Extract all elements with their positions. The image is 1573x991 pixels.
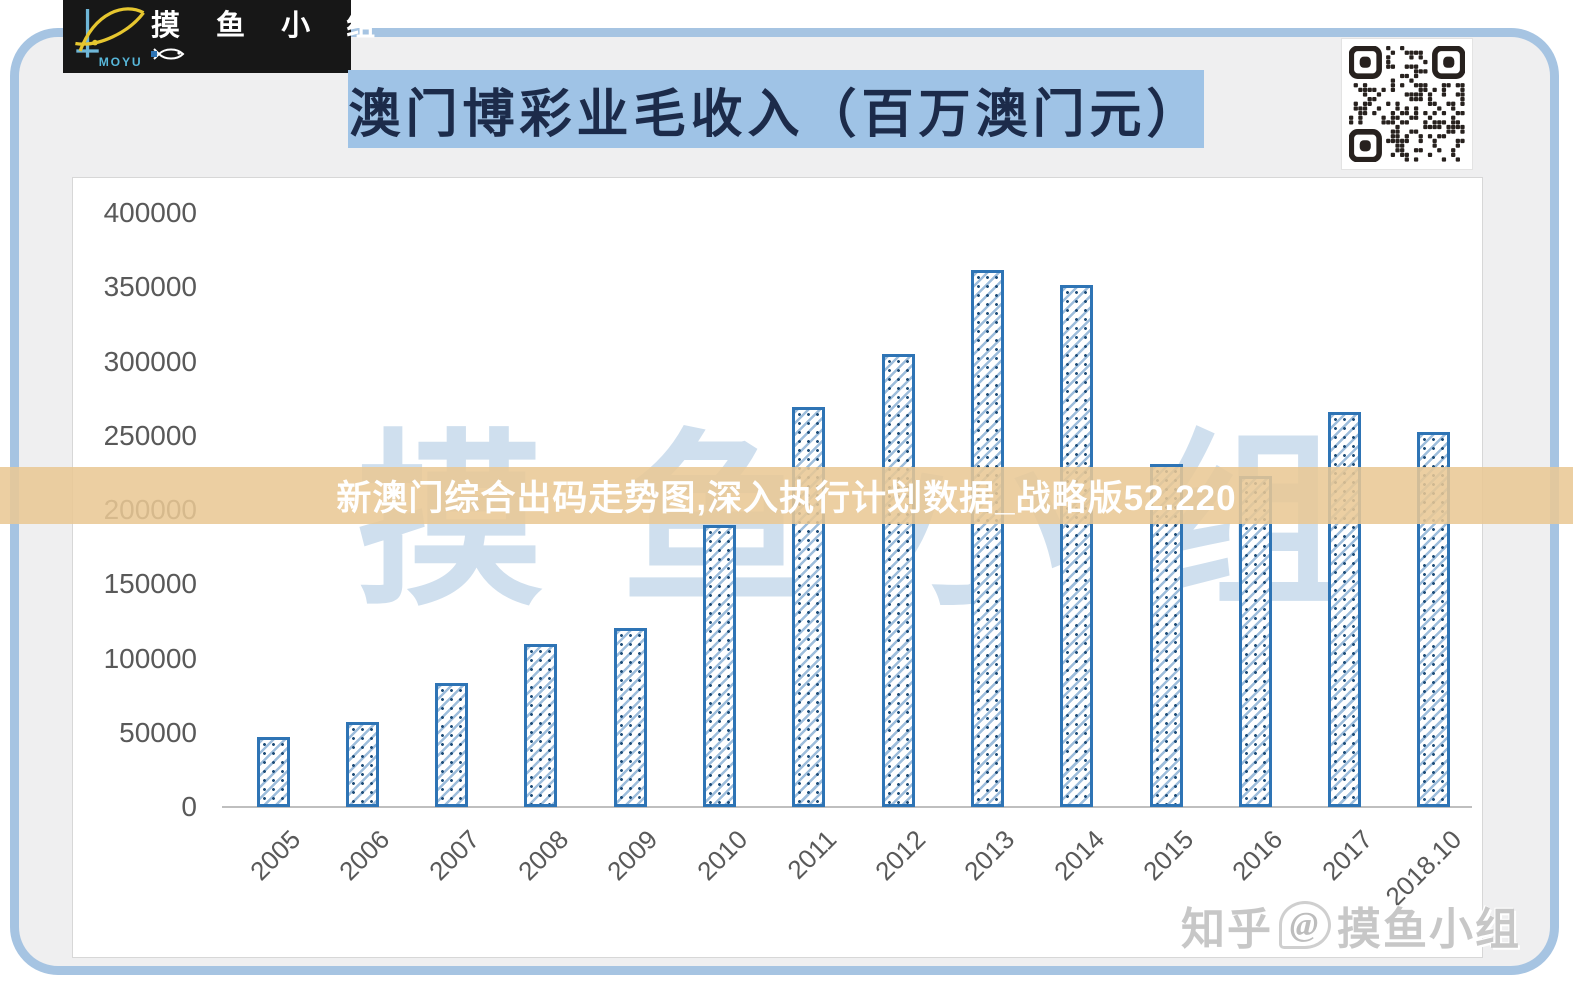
overlay-banner-text: 新澳门综合出码走势图,深入执行计划数据_战略版52.220 — [336, 479, 1237, 518]
overlay-banner: 新澳门综合出码走势图,深入执行计划数据_战略版52.220 — [0, 467, 1573, 524]
bar-2005 — [256, 737, 290, 807]
bar-2012 — [881, 353, 915, 807]
bar-2010 — [703, 525, 736, 807]
y-tick-label: 400000 — [103, 197, 197, 228]
bar-2013 — [970, 269, 1004, 807]
small-fish-icon — [153, 48, 185, 61]
bar-2006 — [345, 721, 379, 807]
at-bubble-icon: @ — [1279, 901, 1331, 949]
y-tick-label: 50000 — [119, 716, 197, 748]
bar-2016 — [1238, 475, 1272, 807]
y-tick-label: 350000 — [103, 271, 197, 303]
y-tick-label: 300000 — [103, 345, 197, 377]
bar-2014 — [1060, 285, 1094, 807]
y-tick-label: 250000 — [103, 419, 197, 451]
bar-2007 — [435, 682, 469, 807]
corner-watermark-site: 知乎 — [1181, 905, 1273, 954]
moyu-logo: MOYU 摸 鱼 小 组 — [63, 0, 375, 73]
y-tick-label: 150000 — [103, 568, 197, 600]
bar-2008 — [524, 643, 558, 807]
logo-underline — [151, 46, 389, 62]
chart-title: 澳门博彩业毛收入（百万澳门元） — [348, 85, 1204, 144]
svg-text:MOYU: MOYU — [99, 54, 143, 68]
bar-2009 — [613, 628, 647, 807]
qr-code — [1341, 38, 1473, 170]
corner-watermark: 知乎 @ 摸鱼小组 — [1181, 893, 1521, 957]
y-tick-label: 0 — [181, 791, 197, 822]
fish-logo-icon: MOYU — [75, 6, 145, 68]
corner-watermark-name: 摸鱼小组 — [1337, 905, 1521, 954]
y-tick-label: 100000 — [103, 642, 197, 674]
x-axis-line — [222, 806, 1472, 808]
logo-group-name: 摸 鱼 小 组 — [151, 9, 390, 42]
chart-title-band: 澳门博彩业毛收入（百万澳门元） — [348, 70, 1204, 148]
